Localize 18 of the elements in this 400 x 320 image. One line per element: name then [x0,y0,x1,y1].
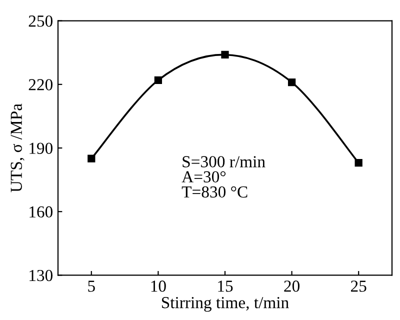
y-tick-label: 220 [28,79,53,90]
x-tick-label: 10 [151,280,166,292]
x-tick-label: 5 [88,280,95,292]
x-tick-label: 15 [218,280,233,292]
annotation: S=300 r/min A=30° T=830 °C [182,156,266,198]
x-axis-title: Stirring time, t/min [162,297,289,312]
y-tick-label: 160 [30,206,53,218]
point [288,78,296,86]
y-axis-title: UTS, σ /MPa [10,104,24,192]
point [354,159,362,167]
y-tick-label: 250 [28,16,53,27]
point [221,50,229,59]
x-tick-label: 25 [351,280,366,292]
y-tick-label: 190 [30,142,53,154]
point [154,76,162,84]
point [88,154,96,162]
x-tick-label: 20 [284,280,300,292]
y-tick-label: 130 [30,270,53,282]
